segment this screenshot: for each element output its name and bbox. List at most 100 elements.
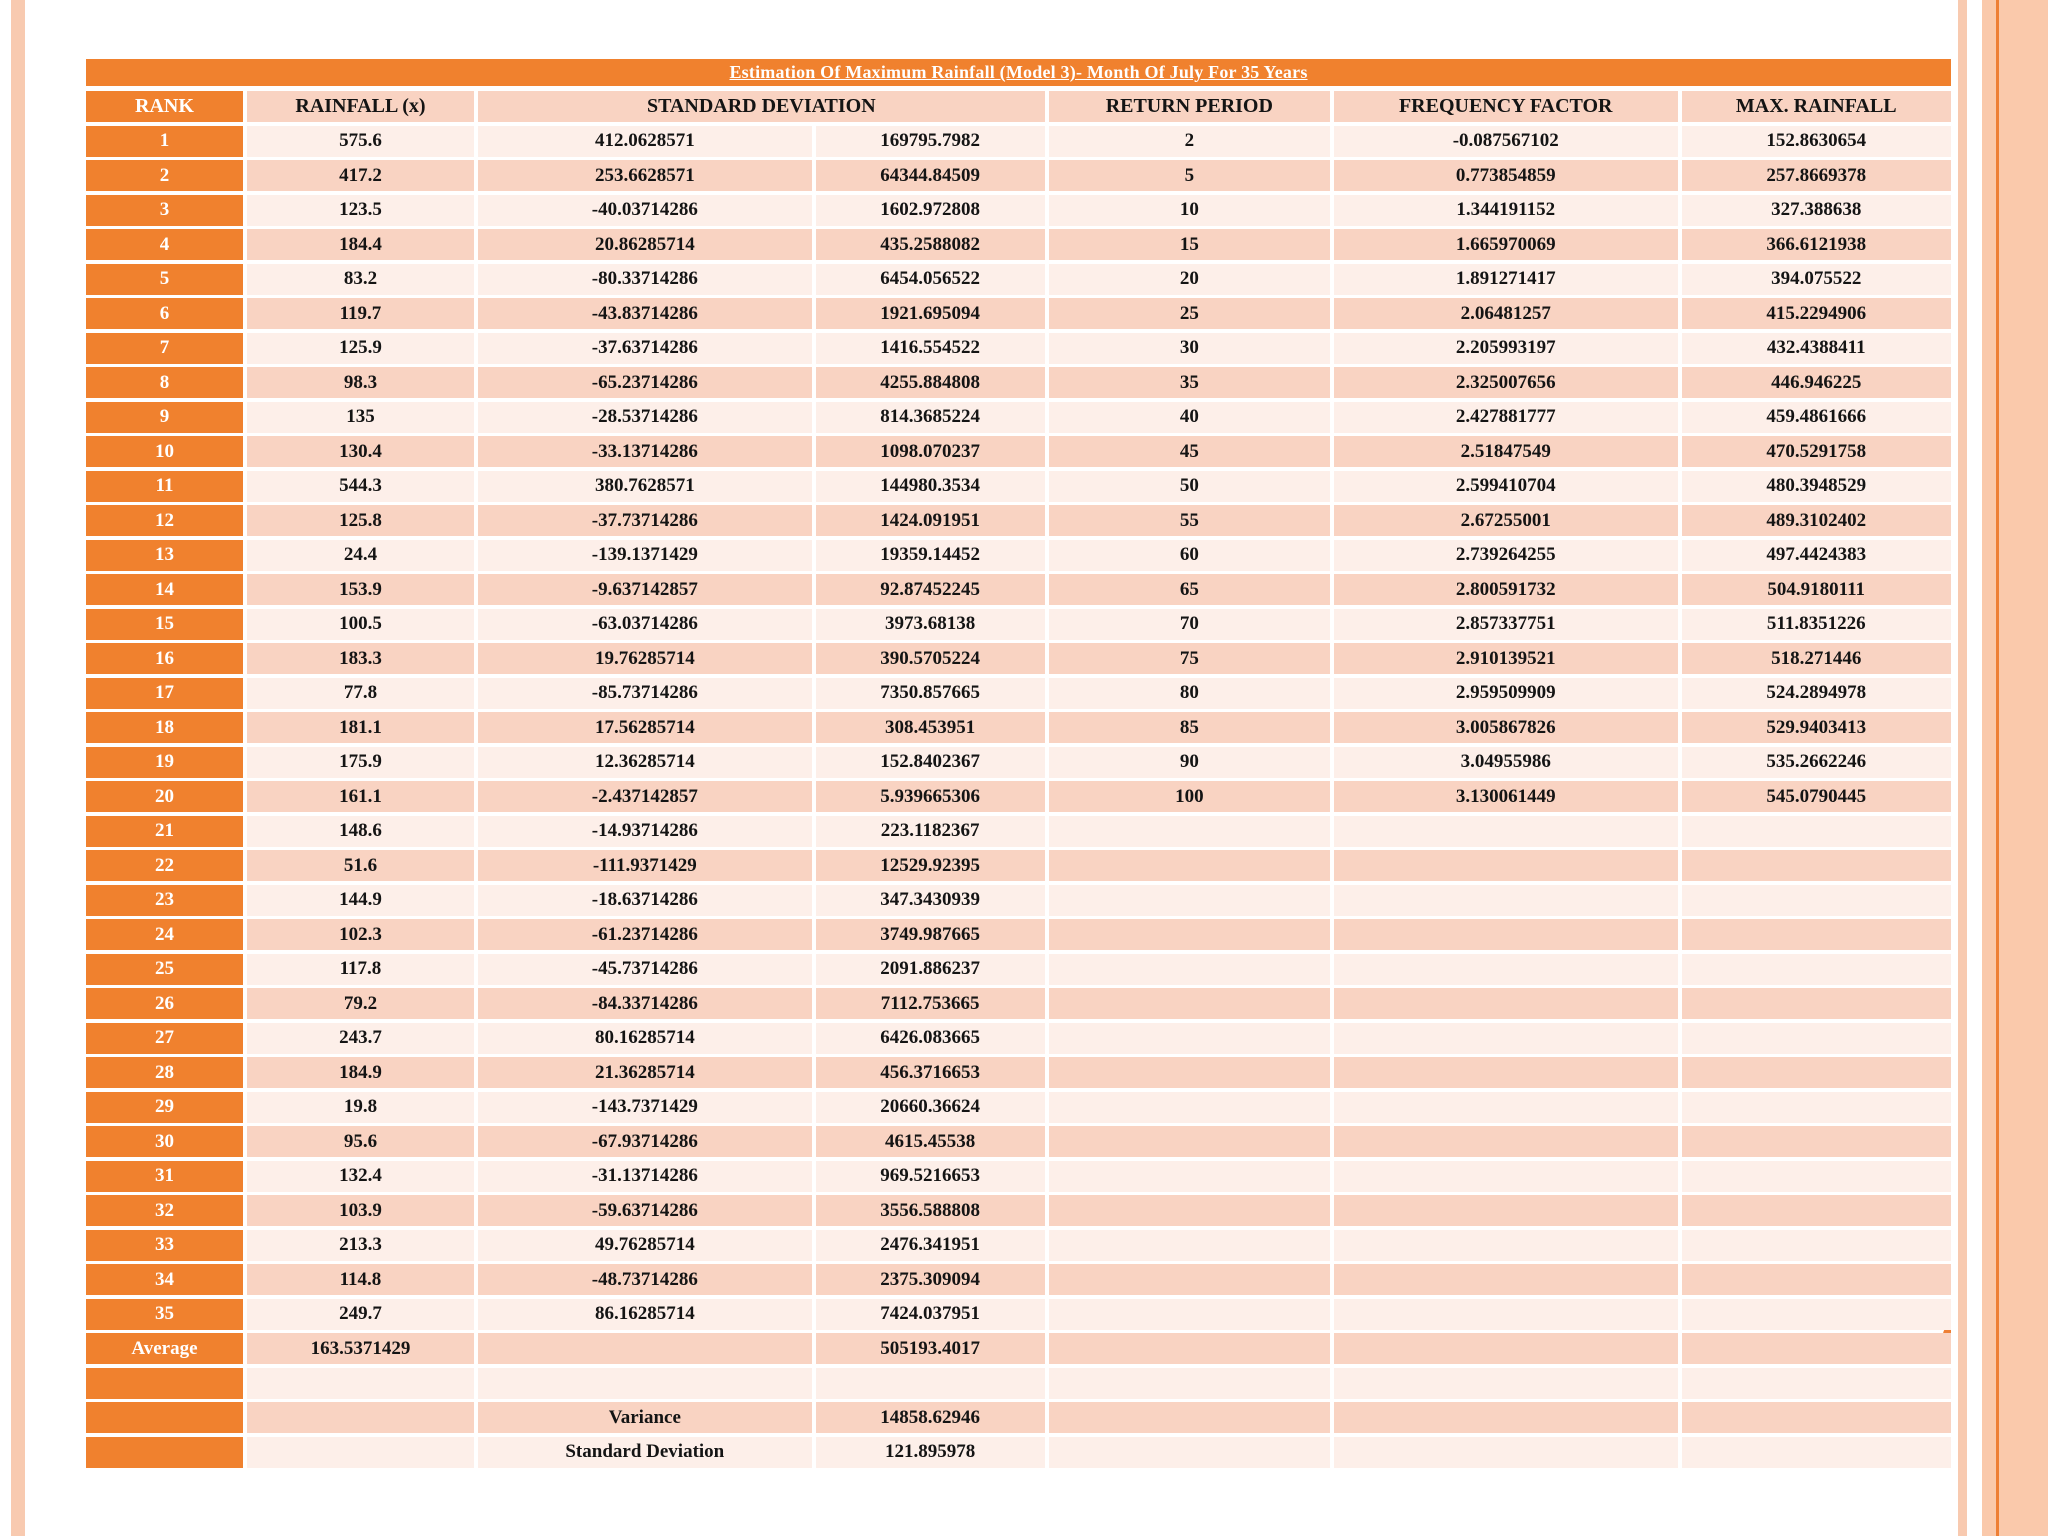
data-cell: [1681, 988, 1951, 1019]
rainfall-table: RANK RAINFALL (x) STANDARD DEVIATION RET…: [86, 91, 1951, 1468]
data-cell: [1681, 1436, 1951, 1468]
data-cell: 415.2294906: [1681, 298, 1951, 329]
header-standard-deviation: STANDARD DEVIATION: [477, 91, 1045, 122]
rank-cell: 6: [86, 298, 243, 329]
rank-cell: 1: [86, 125, 243, 157]
data-cell: 3.130061449: [1333, 781, 1678, 812]
rank-cell: 33: [86, 1229, 243, 1261]
data-cell: -61.23714286: [477, 919, 812, 950]
rank-cell: 26: [86, 988, 243, 1019]
data-cell: [1333, 884, 1678, 916]
rank-cell: 8: [86, 367, 243, 398]
data-cell: 144.9: [246, 884, 474, 916]
data-cell: 100: [1048, 781, 1330, 812]
data-cell: [1681, 1195, 1951, 1226]
data-cell: 102.3: [246, 919, 474, 950]
data-cell: 253.6628571: [477, 160, 812, 191]
data-cell: 15: [1048, 229, 1330, 260]
data-cell: 75: [1048, 643, 1330, 674]
data-cell: [477, 1333, 812, 1364]
data-cell: 5.939665306: [815, 781, 1045, 812]
data-cell: [1333, 953, 1678, 985]
rank-cell: 32: [86, 1195, 243, 1226]
data-cell: 347.3430939: [815, 884, 1045, 916]
data-cell: [1048, 1057, 1330, 1088]
data-cell: 6426.083665: [815, 1022, 1045, 1054]
data-cell: [1681, 1126, 1951, 1157]
table-title-bar: Estimation Of Maximum Rainfall (Model 3)…: [86, 59, 1951, 86]
rank-cell: 23: [86, 884, 243, 916]
data-cell: [246, 1402, 474, 1433]
data-cell: 119.7: [246, 298, 474, 329]
left-border-stripe: [11, 0, 25, 1536]
data-cell: [1048, 988, 1330, 1019]
data-cell: 114.8: [246, 1264, 474, 1295]
data-cell: 117.8: [246, 953, 474, 985]
data-cell: -37.73714286: [477, 505, 812, 536]
data-cell: 2: [1048, 125, 1330, 157]
data-cell: 518.271446: [1681, 643, 1951, 674]
rank-cell: 19: [86, 746, 243, 778]
data-cell: 545.0790445: [1681, 781, 1951, 812]
data-cell: 489.3102402: [1681, 505, 1951, 536]
rank-cell: 30: [86, 1126, 243, 1157]
data-cell: [1048, 850, 1330, 881]
data-cell: 161.1: [246, 781, 474, 812]
data-cell: [1048, 1264, 1330, 1295]
data-cell: 2.857337751: [1333, 608, 1678, 640]
data-cell: 20.86285714: [477, 229, 812, 260]
data-cell: 19.8: [246, 1091, 474, 1123]
data-cell: 45: [1048, 436, 1330, 467]
data-cell: 2476.341951: [815, 1229, 1045, 1261]
data-cell: 3749.987665: [815, 919, 1045, 950]
data-cell: 504.9180111: [1681, 574, 1951, 605]
rank-cell: 24: [86, 919, 243, 950]
data-cell: 12529.92395: [815, 850, 1045, 881]
data-cell: 98.3: [246, 367, 474, 398]
data-cell: 163.5371429: [246, 1333, 474, 1364]
rank-cell: 28: [86, 1057, 243, 1088]
data-cell: 135: [246, 401, 474, 433]
data-cell: 497.4424383: [1681, 539, 1951, 571]
data-cell: 2.06481257: [1333, 298, 1678, 329]
data-cell: 184.4: [246, 229, 474, 260]
data-cell: 2.599410704: [1333, 470, 1678, 502]
data-cell: 2.325007656: [1333, 367, 1678, 398]
data-cell: -14.93714286: [477, 815, 812, 847]
data-cell: 65: [1048, 574, 1330, 605]
data-cell: [815, 1367, 1045, 1399]
data-cell: -0.087567102: [1333, 125, 1678, 157]
data-cell: 2.67255001: [1333, 505, 1678, 536]
data-cell: -65.23714286: [477, 367, 812, 398]
data-cell: 213.3: [246, 1229, 474, 1261]
data-cell: 121.895978: [815, 1436, 1045, 1468]
data-cell: [1048, 953, 1330, 985]
data-cell: [1048, 815, 1330, 847]
data-cell: 7112.753665: [815, 988, 1045, 1019]
header-frequency-factor: FREQUENCY FACTOR: [1333, 91, 1678, 122]
table-title: Estimation Of Maximum Rainfall (Model 3)…: [729, 62, 1308, 82]
rank-cell: 17: [86, 677, 243, 709]
data-cell: 125.8: [246, 505, 474, 536]
rank-cell: 29: [86, 1091, 243, 1123]
data-cell: 130.4: [246, 436, 474, 467]
data-cell: 529.9403413: [1681, 712, 1951, 743]
data-cell: 144980.3534: [815, 470, 1045, 502]
data-cell: 152.8630654: [1681, 125, 1951, 157]
rank-cell: 2: [86, 160, 243, 191]
rank-cell: 12: [86, 505, 243, 536]
rank-cell: 21: [86, 815, 243, 847]
data-cell: [1681, 884, 1951, 916]
data-cell: 49.76285714: [477, 1229, 812, 1261]
data-cell: [1048, 1091, 1330, 1123]
header-rank: RANK: [86, 91, 243, 122]
data-cell: 412.0628571: [477, 125, 812, 157]
data-cell: [1333, 815, 1678, 847]
data-cell: 132.4: [246, 1160, 474, 1192]
data-cell: [1681, 1298, 1951, 1330]
data-cell: 446.946225: [1681, 367, 1951, 398]
data-cell: 19.76285714: [477, 643, 812, 674]
data-cell: 25: [1048, 298, 1330, 329]
data-cell: 524.2894978: [1681, 677, 1951, 709]
data-cell: 92.87452245: [815, 574, 1045, 605]
